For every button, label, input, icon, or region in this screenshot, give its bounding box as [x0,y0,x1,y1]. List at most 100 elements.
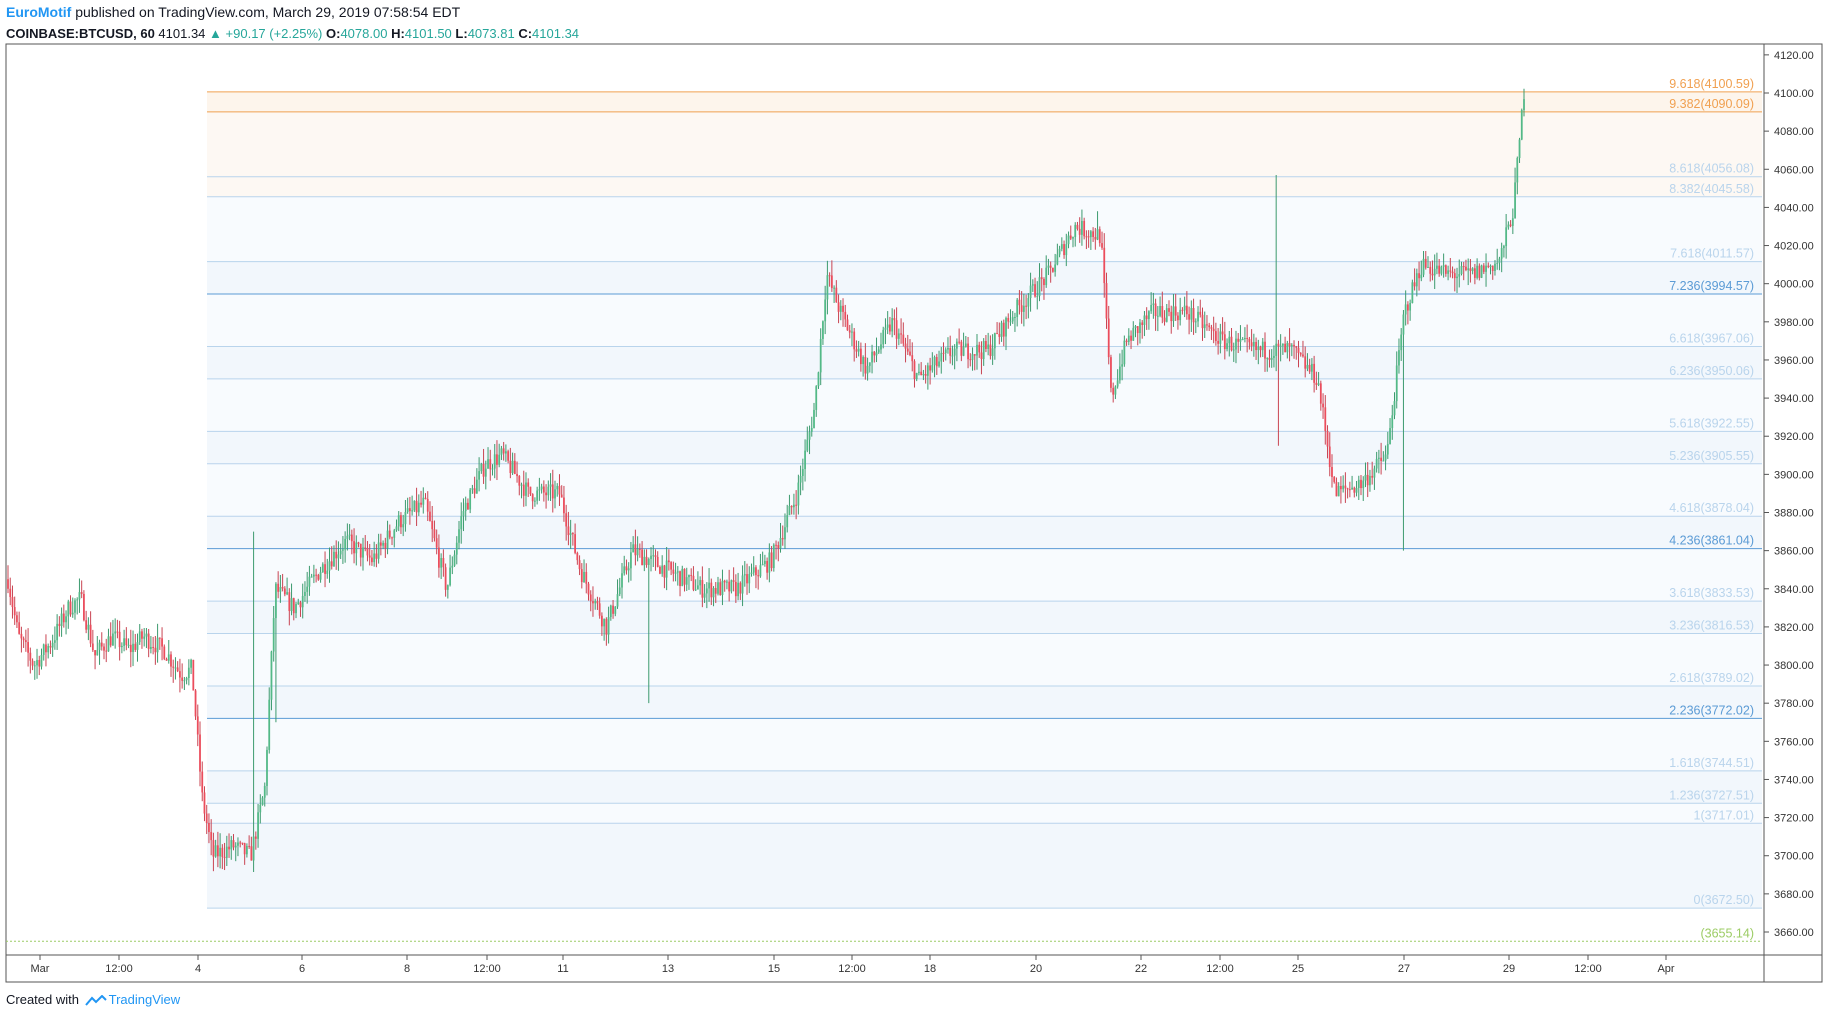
candle-body [685,577,688,585]
candle-body [859,348,862,365]
candle-body [545,492,547,496]
candle-body [261,797,264,805]
candle-body [480,463,483,472]
candle-body [1406,304,1409,311]
candle-body [708,582,710,589]
candle-body [529,486,532,495]
candle-body [665,560,668,578]
candle-body [129,644,132,653]
candle-body [371,557,373,563]
candle-body [1261,341,1264,351]
candle-body [326,570,329,574]
candle-body [1214,331,1217,341]
candle-body [259,804,262,813]
candle-body [42,644,45,656]
candle-body [375,553,378,559]
candle-body [804,450,806,470]
candle-body [344,538,347,550]
candle-body [1092,231,1094,237]
candle-body [152,646,155,648]
candle-body [190,659,192,668]
symbol-label: COINBASE:BTCUSD, 60 [6,26,155,41]
candle-body [1451,271,1454,274]
candle-body [1067,235,1070,245]
candle-body [80,592,83,594]
candle-body [681,568,684,587]
candle-body [1226,343,1228,350]
candle-body [1460,266,1463,275]
time-tick-label: 12:00 [1574,963,1602,975]
candle-body [67,601,70,617]
candle-body [967,343,969,360]
candle-body [31,660,34,666]
time-axis[interactable]: Mar 12:00 4 6 8 12:00 11 13 15 12:00 18 20 22 12:00 25… [31,955,1675,975]
candle-body [1295,346,1298,348]
candle-body [16,615,18,623]
price-tick-label: 3780.00 [1774,698,1814,710]
candle-body [732,580,735,582]
candle-body [58,623,61,627]
candle-body [275,583,277,619]
candle-body [127,644,130,646]
candle-body [643,556,646,566]
candle-body [225,846,228,858]
candle-body [1471,268,1474,272]
candle-body [270,651,273,700]
candle-body [734,581,737,597]
candle-body [1482,265,1485,272]
candle-body [1136,326,1139,334]
candle-body [179,671,181,678]
price-tick-label: 4060.00 [1774,164,1814,176]
candle-body [1364,474,1367,481]
candle-body [1206,324,1208,326]
candle-body [661,565,664,574]
candle-body [1500,248,1503,259]
candle-body [310,576,313,578]
candle-body [1273,355,1275,358]
candle-body [312,574,315,577]
candle-body [813,409,815,428]
candle-body [600,615,603,627]
candle-body [1049,265,1052,268]
candle-body [1395,365,1398,402]
candle-body [1348,489,1351,491]
candle-body [589,594,592,602]
candle-body [324,564,326,574]
candle-body [339,550,342,555]
candle-body [513,460,516,474]
candle-body [382,542,384,546]
price-axis[interactable]: 3660.00 3680.00 3700.00 3720.00 3740.00 3760.… [1764,50,1814,939]
candle-body [775,544,777,546]
candle-body [24,640,27,643]
tradingview-brand[interactable]: TradingView [108,992,181,1007]
candle-body [1393,401,1396,416]
tradingview-logo-icon [84,994,107,1006]
price-tick-label: 3860.00 [1774,546,1814,558]
candle-body [1139,322,1141,334]
candle-body [156,637,159,653]
candle-body [868,362,871,366]
candle-body [960,341,963,356]
candle-body [819,338,822,373]
candle-body [826,275,829,300]
candle-body [837,302,840,312]
price-chart[interactable]: 9.618(4100.59) 9.382(4090.09) 8.618(4056.0… [0,0,1828,990]
candle-body [51,642,54,648]
candle-body [1462,266,1465,268]
high-value: 4101.50 [404,26,452,41]
author-link[interactable]: EuroMotif [6,4,72,20]
candle-body [853,331,856,350]
chart-frame [5,43,1823,983]
candle-body [1156,315,1159,317]
candle-body [216,845,219,857]
candle-body [449,567,451,586]
candle-body [1438,265,1441,274]
price-tick-label: 4120.00 [1774,50,1814,62]
price-change: ▲ +90.17 (+2.25%) [209,26,323,41]
candle-body [384,542,387,549]
candle-body [1433,268,1436,276]
fib-level-label: 9.618(4100.59) [1669,77,1754,91]
candle-body [132,643,134,653]
candle-body [779,537,782,549]
candle-body [667,560,670,563]
